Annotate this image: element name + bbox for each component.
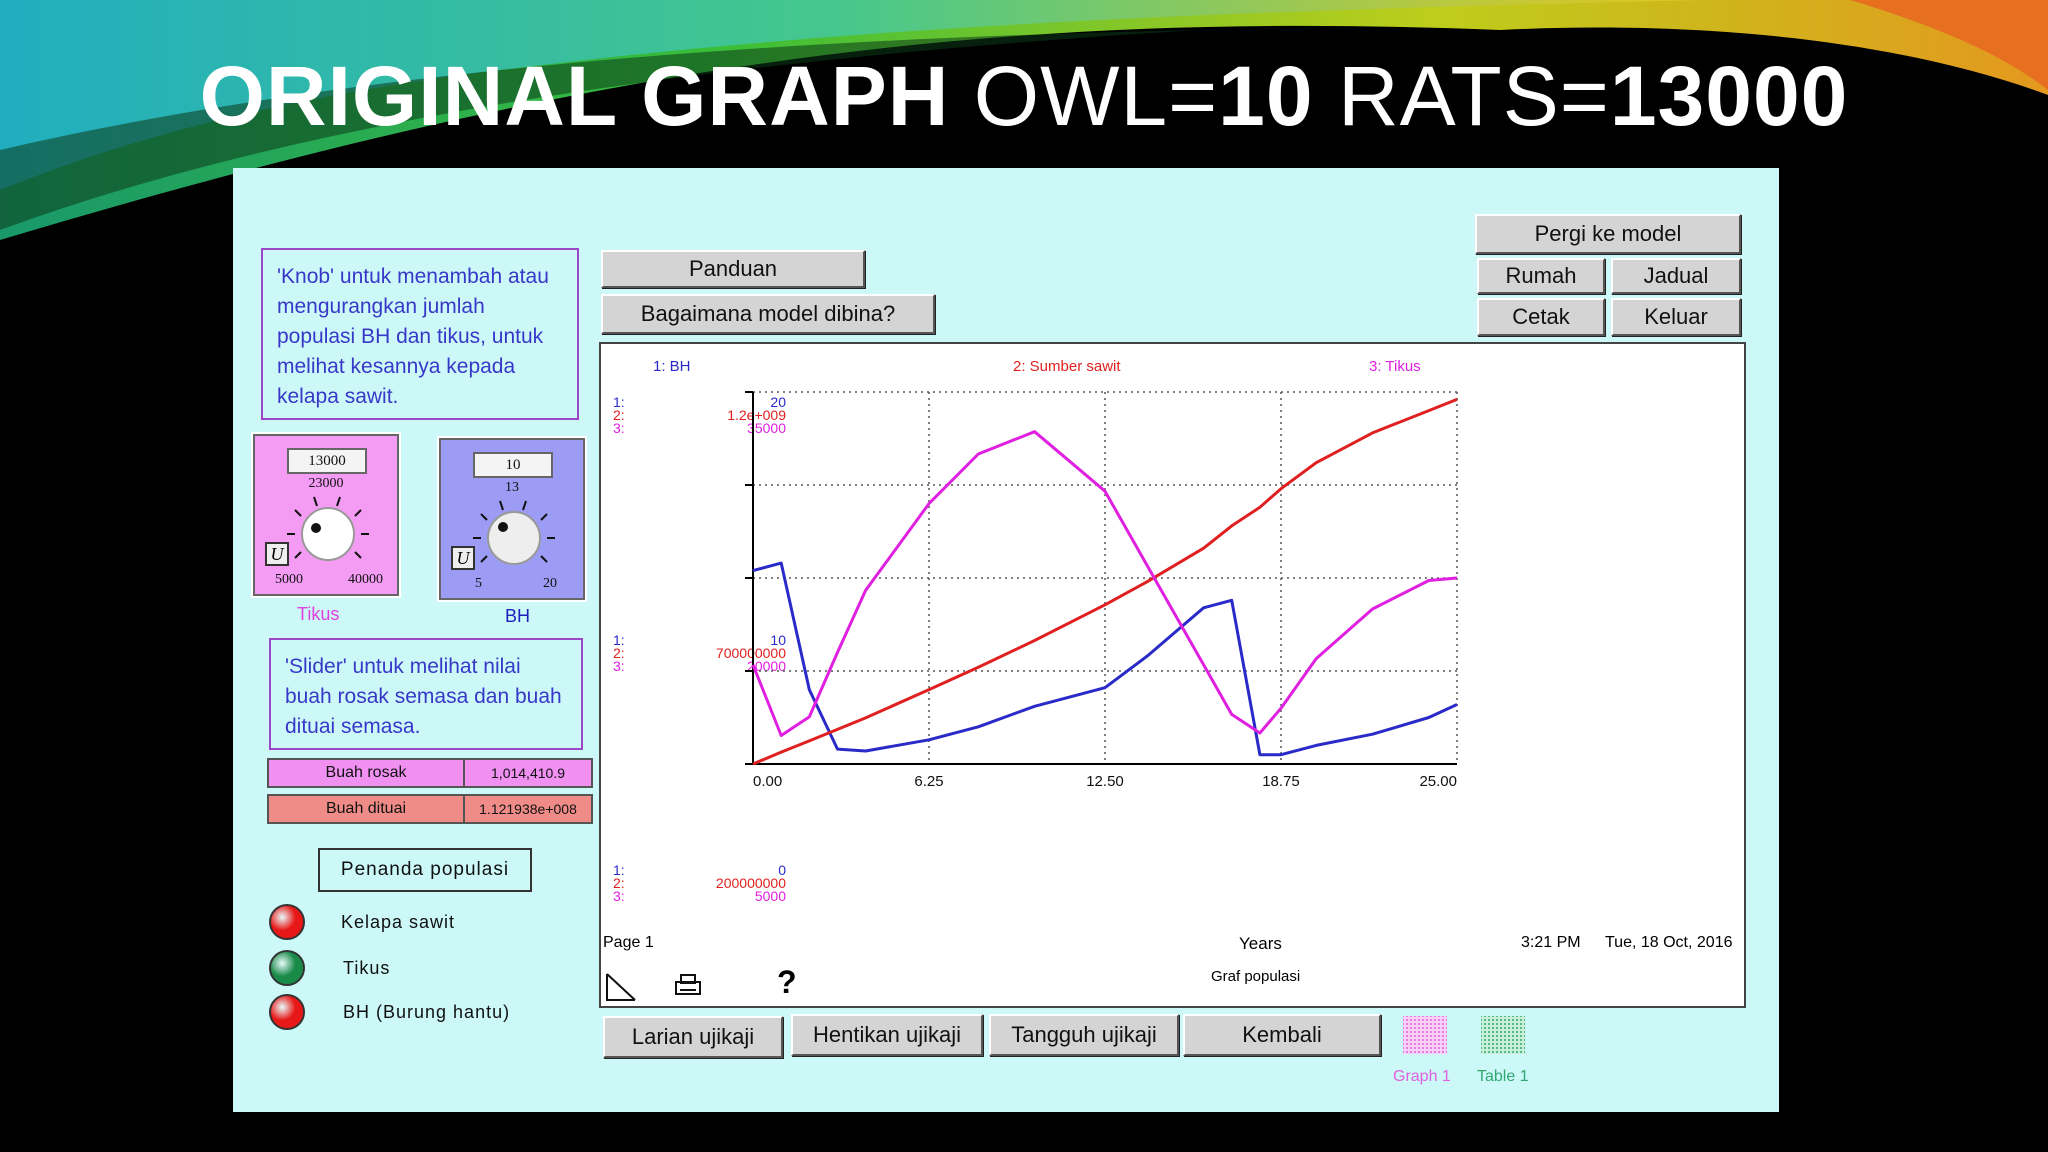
tangguh-ujikaji-button[interactable]: Tangguh ujikaji (989, 1014, 1179, 1056)
y-bot-sawit: 200000000 (715, 875, 786, 891)
table-tab-label[interactable]: Table 1 (1477, 1068, 1529, 1085)
pergi-ke-model-button[interactable]: Pergi ke model (1475, 214, 1741, 254)
help-icon[interactable]: ? (777, 964, 797, 1000)
graph-tab-label[interactable]: Graph 1 (1393, 1068, 1451, 1085)
y-top-bh: 20 (770, 394, 786, 410)
slide-title: ORIGINAL GRAPH OWL=10 RATS=13000 (0, 48, 2048, 145)
y-bot-tikus: 5000 (754, 888, 786, 904)
title-owl-value: 10 (1218, 49, 1314, 143)
y-mid-bh: 10 (770, 632, 786, 648)
population-line-chart: 0.00 6.25 12.50 18.75 25.00 (745, 391, 1458, 790)
tikus-knob-max: 40000 (348, 572, 383, 587)
y-bot-bh: 0 (778, 862, 786, 878)
y-axis-top-labels: 20 1.2e+009 35000 (727, 394, 786, 436)
tikus-dial-icon[interactable] (281, 494, 381, 574)
population-graph-panel: 1: BH 2: Sumber sawit 3: Tikus 1: 2: 3: 1:… (599, 342, 1746, 1008)
table-tab-icon[interactable] (1479, 1014, 1527, 1056)
tikus-knob-current: 23000 (308, 476, 344, 491)
buah-rosak-value: 1,014,410.9 (491, 765, 565, 781)
graph-legend-tikus: 3: Tikus (1369, 358, 1421, 375)
graph-tab-icon[interactable] (1401, 1014, 1449, 1056)
series-line-3 (751, 430, 1458, 737)
x-tick-label: 6.25 (914, 773, 943, 790)
printer-icon[interactable] (673, 972, 703, 1000)
kembali-button[interactable]: Kembali (1183, 1014, 1381, 1056)
graph-time: 3:21 PM (1521, 934, 1581, 951)
bh-knob-max: 20 (543, 576, 557, 591)
keluar-button[interactable]: Keluar (1611, 298, 1741, 336)
hentikan-ujikaji-button[interactable]: Hentikan ujikaji (791, 1014, 983, 1056)
bh-knob-current: 13 (505, 480, 519, 495)
axis-prefix-mid: 1: 2: 3: (613, 632, 625, 674)
graph-caption: Graf populasi (1211, 968, 1301, 985)
rumah-button[interactable]: Rumah (1477, 258, 1605, 294)
buah-rosak-slider[interactable]: Buah rosak 1,014,410.9 (267, 758, 593, 788)
tikus-indicator-label: Tikus (343, 958, 391, 978)
x-tick-label: 0.00 (753, 773, 782, 790)
knob-instruction-note: 'Knob' untuk menambah atau mengurangkan … (261, 248, 579, 420)
title-original-graph: ORIGINAL GRAPH (199, 49, 950, 143)
bh-knob-value[interactable]: 10 (473, 452, 553, 478)
jadual-button[interactable]: Jadual (1611, 258, 1741, 294)
series-line-2 (752, 398, 1458, 766)
bh-indicator-label: BH (Burung hantu) (343, 1002, 511, 1022)
title-owl-label: OWL= (973, 49, 1219, 143)
y-mid-sawit: 700000000 (715, 645, 786, 661)
graph-page-label: Page 1 (603, 934, 654, 951)
cetak-button[interactable]: Cetak (1477, 298, 1605, 336)
tikus-knob-label: Tikus (297, 604, 340, 624)
bh-dial-icon[interactable] (467, 498, 567, 578)
bh-lock-icon[interactable]: U (451, 546, 475, 570)
x-axis-label: Years (1239, 934, 1282, 953)
slider-instruction-note: 'Slider' untuk melihat nilai buah rosak … (269, 638, 583, 750)
y-axis-bottom-labels: 0 200000000 5000 (715, 862, 786, 904)
bh-knob-label: BH (505, 606, 531, 626)
simulation-app-window: 'Knob' untuk menambah atau mengurangkan … (233, 168, 1779, 1112)
bh-indicator-light (269, 994, 305, 1030)
graph-legend-sumber-sawit: 2: Sumber sawit (1013, 358, 1121, 375)
title-rats-label: RATS= (1337, 49, 1610, 143)
buah-dituai-label: Buah dituai (269, 796, 465, 822)
bh-knob[interactable]: 10 13 U 5 20 (437, 436, 587, 602)
kelapa-sawit-indicator-label: Kelapa sawit (341, 912, 456, 932)
tikus-knob-value[interactable]: 13000 (287, 448, 367, 474)
title-rats-value: 13000 (1609, 49, 1849, 143)
x-tick-label: 12.50 (1086, 773, 1124, 790)
tikus-lock-icon[interactable]: U (265, 542, 289, 566)
graph-legend-bh: 1: BH (653, 358, 691, 375)
buah-dituai-slider[interactable]: Buah dituai 1.121938e+008 (267, 794, 593, 824)
graph-date: Tue, 18 Oct, 2016 (1605, 934, 1733, 951)
population-marker-title: Penanda populasi (318, 848, 532, 892)
buah-dituai-value: 1.121938e+008 (479, 801, 577, 817)
bh-knob-min: 5 (475, 576, 482, 591)
buah-rosak-label: Buah rosak (269, 760, 465, 786)
page-flip-icon[interactable] (605, 972, 637, 1002)
series-line-1 (752, 561, 1458, 757)
axis-prefix-bottom: 1: 2: 3: (613, 862, 625, 904)
tikus-knob-min: 5000 (275, 572, 303, 587)
bagaimana-model-button[interactable]: Bagaimana model dibina? (601, 294, 935, 334)
y-top-tikus: 35000 (747, 420, 786, 436)
kelapa-sawit-indicator-light (269, 904, 305, 940)
y-top-sawit: 1.2e+009 (727, 407, 786, 423)
tikus-knob[interactable]: 13000 23000 U 5000 40000 (251, 432, 401, 598)
x-tick-label: 25.00 (1419, 773, 1457, 790)
larian-ujikaji-button[interactable]: Larian ujikaji (603, 1016, 783, 1058)
y-axis-mid-labels: 10 700000000 20000 (715, 632, 786, 674)
x-tick-label: 18.75 (1262, 773, 1300, 790)
y-mid-tikus: 20000 (747, 658, 786, 674)
tikus-indicator-light (269, 950, 305, 986)
axis-prefix-top: 1: 2: 3: (613, 394, 625, 436)
panduan-button[interactable]: Panduan (601, 250, 865, 288)
